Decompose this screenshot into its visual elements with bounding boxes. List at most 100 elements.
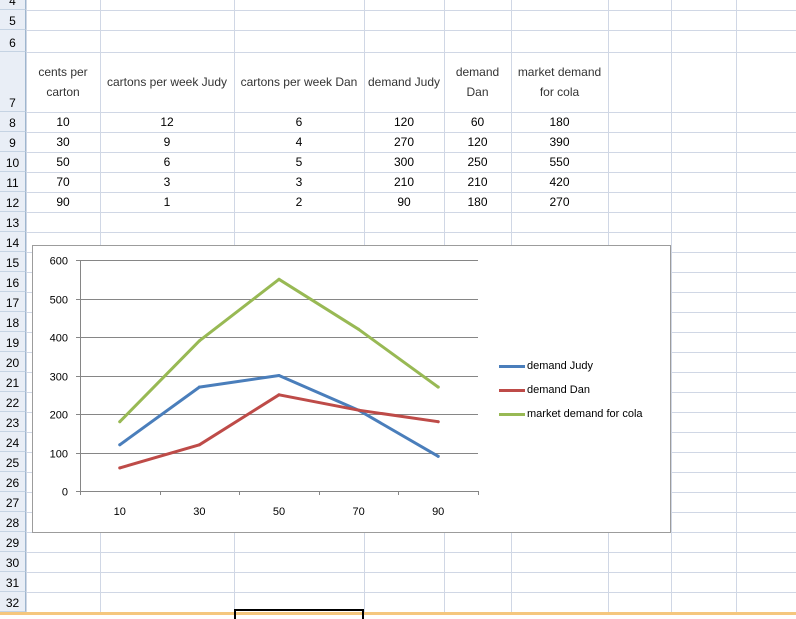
data-point bbox=[436, 420, 440, 424]
data-point bbox=[118, 420, 122, 424]
demand-judy-cell[interactable]: 300 bbox=[393, 155, 415, 169]
row-header[interactable]: 8 bbox=[0, 112, 26, 132]
demand-dan-cell[interactable]: 60 bbox=[470, 115, 485, 129]
legend-entry: demand Dan bbox=[499, 378, 643, 402]
x-tick-label: 70 bbox=[352, 506, 364, 518]
row-header[interactable]: 18 bbox=[0, 312, 26, 332]
header-market-demand[interactable]: market demand for cola bbox=[517, 65, 602, 99]
legend-entry: market demand for cola bbox=[499, 402, 643, 426]
legend-label: demand Dan bbox=[527, 384, 590, 396]
chart-plot: 0 100 200 300 400 500 600 10 30 50 70 90 bbox=[50, 256, 479, 518]
row-header[interactable]: 23 bbox=[0, 412, 26, 432]
market-demand-cell[interactable]: 270 bbox=[549, 195, 570, 209]
row-header[interactable]: 19 bbox=[0, 332, 26, 352]
row-header[interactable]: 13 bbox=[0, 212, 26, 232]
header-demand-dan[interactable]: demand Dan bbox=[455, 65, 500, 99]
row-header[interactable]: 28 bbox=[0, 512, 26, 532]
legend-entry: demand Judy bbox=[499, 354, 643, 378]
row-header[interactable]: 21 bbox=[0, 372, 26, 392]
row-header[interactable]: 26 bbox=[0, 472, 26, 492]
demand-dan-cell[interactable]: 210 bbox=[467, 175, 488, 189]
header-demand-judy[interactable]: demand Judy bbox=[367, 75, 441, 89]
data-point bbox=[277, 393, 281, 397]
judy-cartons-cell[interactable]: 9 bbox=[163, 135, 171, 149]
line-chart[interactable]: 0 100 200 300 400 500 600 10 30 50 70 90 demand Jud… bbox=[32, 245, 671, 533]
cents-cell[interactable]: 10 bbox=[56, 115, 70, 129]
header-cartons-judy[interactable]: cartons per week Judy bbox=[106, 75, 228, 89]
x-tick-label: 50 bbox=[273, 506, 285, 518]
demand-dan-cell[interactable]: 250 bbox=[467, 155, 488, 169]
row-header[interactable]: 31 bbox=[0, 572, 26, 592]
demand-dan-cell[interactable]: 180 bbox=[467, 195, 488, 209]
row-header[interactable]: 11 bbox=[0, 172, 26, 192]
market-demand-cell[interactable]: 180 bbox=[549, 115, 570, 129]
row-header[interactable]: 22 bbox=[0, 392, 26, 412]
row-header[interactable]: 30 bbox=[0, 552, 26, 572]
x-tick-label: 10 bbox=[114, 506, 126, 518]
demand-judy-cell[interactable]: 270 bbox=[393, 135, 415, 149]
judy-cartons-cell[interactable]: 1 bbox=[163, 195, 171, 209]
series-line-demand-dan bbox=[118, 393, 440, 470]
dan-cartons-cell[interactable]: 3 bbox=[295, 175, 303, 189]
row-header[interactable]: 12 bbox=[0, 192, 26, 212]
market-demand-cell[interactable]: 390 bbox=[549, 135, 570, 149]
data-point bbox=[277, 277, 281, 281]
row-header[interactable]: 15 bbox=[0, 252, 26, 272]
x-tick-label: 30 bbox=[193, 506, 205, 518]
cents-cell[interactable]: 70 bbox=[56, 175, 70, 189]
demand-dan-cell[interactable]: 120 bbox=[467, 135, 488, 149]
y-tick-label: 600 bbox=[50, 256, 68, 268]
data-point bbox=[118, 443, 122, 447]
x-tick-label: 90 bbox=[432, 506, 444, 518]
row-header[interactable]: 25 bbox=[0, 452, 26, 472]
y-tick-label: 100 bbox=[50, 449, 68, 461]
data-point bbox=[436, 454, 440, 458]
y-tick-label: 400 bbox=[50, 333, 68, 345]
legend-label: market demand for cola bbox=[527, 408, 643, 420]
row-header[interactable]: 4 bbox=[0, 0, 26, 10]
demand-judy-cell[interactable]: 90 bbox=[397, 195, 411, 209]
selected-cell[interactable] bbox=[234, 609, 364, 619]
cents-cell[interactable]: 30 bbox=[56, 135, 70, 149]
row-header[interactable]: 10 bbox=[0, 152, 26, 172]
cents-cell[interactable]: 90 bbox=[56, 195, 70, 209]
data-point bbox=[357, 408, 361, 412]
legend-swatch bbox=[499, 388, 525, 392]
dan-cartons-cell[interactable]: 4 bbox=[295, 135, 303, 149]
row-header[interactable]: 27 bbox=[0, 492, 26, 512]
y-tick-label: 300 bbox=[50, 372, 68, 384]
dan-cartons-cell[interactable]: 6 bbox=[295, 115, 303, 129]
row-header[interactable]: 6 bbox=[0, 30, 26, 52]
data-point bbox=[118, 466, 122, 470]
row-header[interactable]: 14 bbox=[0, 232, 26, 252]
header-cents-per-carton[interactable]: cents per carton bbox=[38, 65, 88, 99]
dan-cartons-cell[interactable]: 5 bbox=[295, 155, 303, 169]
dan-cartons-cell[interactable]: 2 bbox=[295, 195, 303, 209]
market-demand-cell[interactable]: 420 bbox=[549, 175, 570, 189]
demand-judy-cell[interactable]: 120 bbox=[393, 115, 415, 129]
header-cartons-dan[interactable]: cartons per week Dan bbox=[240, 75, 358, 89]
series-line-market-demand-for-cola bbox=[118, 277, 440, 424]
row-header[interactable]: 17 bbox=[0, 292, 26, 312]
judy-cartons-cell[interactable]: 6 bbox=[163, 155, 171, 169]
legend-swatch bbox=[499, 364, 525, 368]
row-header[interactable]: 16 bbox=[0, 272, 26, 292]
cents-cell[interactable]: 50 bbox=[56, 155, 70, 169]
row-header[interactable]: 9 bbox=[0, 132, 26, 152]
y-tick-label: 200 bbox=[50, 410, 68, 422]
row-header[interactable]: 24 bbox=[0, 432, 26, 452]
y-tick-label: 0 bbox=[62, 487, 68, 499]
row-header[interactable]: 7 bbox=[0, 52, 26, 112]
market-demand-cell[interactable]: 550 bbox=[549, 155, 570, 169]
judy-cartons-cell[interactable]: 12 bbox=[160, 115, 174, 129]
row-header[interactable]: 5 bbox=[0, 10, 26, 30]
demand-judy-cell[interactable]: 210 bbox=[393, 175, 415, 189]
data-point bbox=[197, 443, 201, 447]
row-header[interactable]: 20 bbox=[0, 352, 26, 372]
judy-cartons-cell[interactable]: 3 bbox=[163, 175, 171, 189]
row-header[interactable]: 29 bbox=[0, 532, 26, 552]
data-point bbox=[436, 385, 440, 389]
chart-legend: demand Judy demand Dan market demand for c… bbox=[499, 354, 643, 426]
row-header[interactable]: 32 bbox=[0, 592, 26, 612]
